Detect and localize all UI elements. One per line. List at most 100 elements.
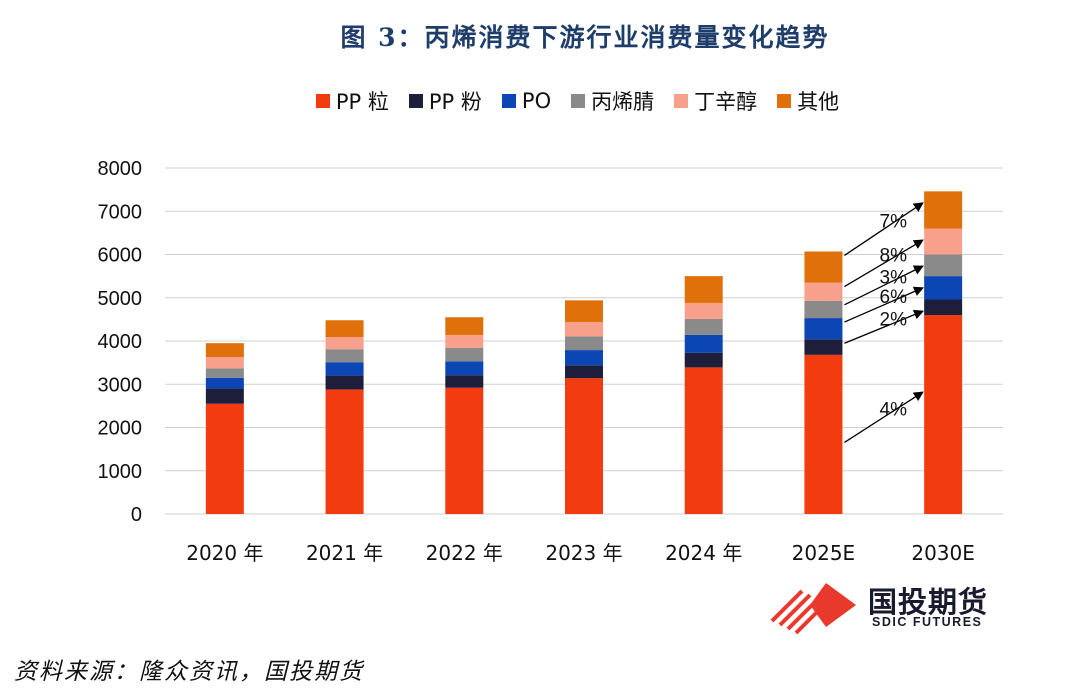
bar-segment bbox=[445, 334, 484, 348]
x-tick-label: 2023 年 bbox=[545, 541, 622, 565]
growth-arrow bbox=[844, 265, 924, 306]
legend-item-pp-pellet: PP 粒 bbox=[315, 86, 389, 116]
bar-segment bbox=[684, 302, 723, 319]
bar-segment bbox=[325, 320, 364, 338]
legend-swatch bbox=[571, 94, 586, 108]
bar-segment bbox=[205, 403, 244, 514]
growth-arrow bbox=[844, 202, 924, 257]
legend-item-po: PO bbox=[501, 86, 552, 116]
bar-segment bbox=[325, 349, 364, 363]
x-tick-label: 2030E bbox=[911, 541, 975, 565]
legend-label: 丙烯腈 bbox=[591, 90, 655, 114]
bar-segment bbox=[684, 334, 723, 353]
bar-segment bbox=[924, 228, 963, 255]
bar-segment bbox=[205, 357, 244, 369]
growth-annotations: 4% 2%6%3%8% 7% bbox=[844, 202, 924, 443]
bar-segment bbox=[804, 354, 843, 514]
logo-en-text: SDIC FUTURES bbox=[872, 615, 983, 629]
bar-segment bbox=[325, 375, 364, 390]
legend-label: PO bbox=[521, 89, 552, 113]
bar-segment bbox=[684, 367, 723, 514]
bar-segment bbox=[445, 387, 484, 514]
bar-segment bbox=[565, 365, 603, 379]
bar-segment bbox=[684, 318, 723, 335]
legend-item-acrylonitrile: 丙烯腈 bbox=[571, 86, 654, 116]
bar-segment bbox=[565, 378, 603, 514]
bar-segment bbox=[565, 350, 603, 366]
legend-item-other: 其他 bbox=[777, 86, 839, 116]
bar-segment bbox=[924, 191, 963, 229]
bar-segment bbox=[205, 368, 244, 378]
growth-label: 7% bbox=[880, 211, 908, 232]
bar-segment bbox=[684, 352, 723, 368]
growth-label: 3% bbox=[880, 268, 908, 289]
growth-arrow bbox=[844, 391, 924, 443]
growth-arrow bbox=[844, 286, 924, 323]
y-tick-label: 0 bbox=[131, 504, 142, 526]
bar-segment bbox=[325, 389, 364, 514]
legend-swatch bbox=[501, 94, 516, 108]
bar-segment bbox=[804, 282, 843, 301]
bar-segment bbox=[924, 315, 963, 514]
bar-segment bbox=[205, 343, 244, 358]
logo-mark-icon bbox=[770, 583, 856, 635]
legend-swatch bbox=[315, 94, 330, 108]
bar-segment bbox=[205, 377, 244, 389]
y-tick-label: 2000 bbox=[98, 418, 143, 440]
bar-segment bbox=[565, 321, 603, 337]
y-tick-label: 3000 bbox=[98, 374, 143, 396]
x-tick-label: 2020 年 bbox=[186, 541, 263, 565]
x-tick-label: 2024 年 bbox=[665, 541, 742, 565]
bar-segment bbox=[804, 339, 843, 355]
bar-segment bbox=[325, 362, 364, 376]
legend-label: PP 粉 bbox=[428, 90, 482, 114]
bar-segment bbox=[684, 276, 723, 303]
bar-segment bbox=[445, 347, 484, 362]
logo-cn-text: 国投期货 bbox=[868, 585, 989, 619]
growth-label: 4% bbox=[880, 399, 908, 420]
y-tick-label: 7000 bbox=[98, 201, 143, 223]
y-tick-label: 4000 bbox=[98, 331, 143, 353]
legend-item-pp-powder: PP 粉 bbox=[408, 86, 482, 116]
growth-label: 8% bbox=[880, 246, 908, 267]
bars bbox=[205, 191, 963, 514]
legend-item-butanol-octanol: 丁辛醇 bbox=[674, 86, 757, 116]
growth-arrow bbox=[844, 309, 924, 344]
bar-segment bbox=[565, 300, 603, 322]
chart-title: 图 3：丙烯消费下游行业消费量变化趋势 bbox=[340, 23, 830, 52]
source-note: 资料来源：隆众资讯，国投期货 bbox=[14, 659, 364, 685]
x-tick-label: 2025E bbox=[792, 541, 856, 565]
growth-label: 6% bbox=[880, 287, 908, 308]
legend-label: 其他 bbox=[797, 90, 840, 114]
y-tick-label: 8000 bbox=[98, 158, 143, 180]
growth-label: 2% bbox=[880, 309, 908, 330]
stacked-bar-chart: 0 1000 2000 3000 4000 5000 6000 7000 8000 2020 年… bbox=[98, 158, 1003, 565]
bar-segment bbox=[924, 276, 963, 300]
y-tick-label: 5000 bbox=[98, 288, 143, 310]
x-axis-ticks: 2020 年 2021 年 2022 年 2023 年 2024 年 2025E 2030E bbox=[186, 541, 975, 565]
bar-segment bbox=[924, 254, 963, 277]
x-tick-label: 2022 年 bbox=[426, 541, 503, 565]
bar-segment bbox=[565, 336, 603, 351]
legend-label: PP 粒 bbox=[335, 90, 389, 114]
bar-segment bbox=[804, 318, 843, 340]
growth-arrow bbox=[844, 239, 924, 288]
bar-segment bbox=[804, 251, 843, 283]
bar-segment bbox=[804, 300, 843, 319]
y-tick-label: 1000 bbox=[98, 461, 143, 483]
sdic-futures-logo: 国投期货 SDIC FUTURES bbox=[768, 575, 1013, 635]
chart-legend: PP 粒 PP 粉 PO 丙烯腈 丁辛醇 其他 bbox=[0, 86, 1080, 116]
y-axis-ticks: 0 1000 2000 3000 4000 5000 6000 7000 8000 bbox=[98, 158, 143, 526]
bar-segment bbox=[205, 388, 244, 404]
legend-swatch bbox=[408, 94, 423, 108]
bar-segment bbox=[445, 375, 484, 388]
legend-swatch bbox=[674, 94, 689, 108]
bar-segment bbox=[924, 299, 963, 316]
bar-segment bbox=[445, 317, 484, 335]
bar-segment bbox=[325, 337, 364, 350]
x-tick-label: 2021 年 bbox=[306, 541, 383, 565]
legend-swatch bbox=[777, 94, 792, 108]
legend-label: 丁辛醇 bbox=[694, 90, 758, 114]
bar-segment bbox=[445, 361, 484, 376]
y-tick-label: 6000 bbox=[98, 245, 143, 267]
